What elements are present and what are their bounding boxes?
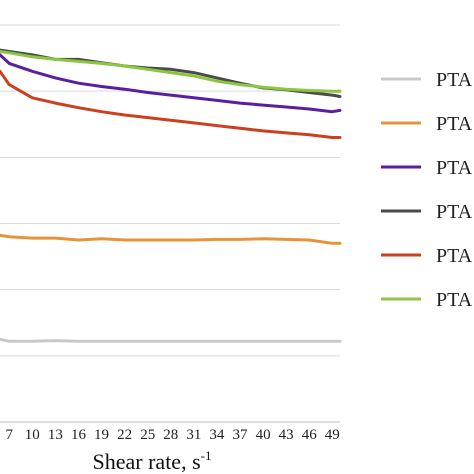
series-line-3 bbox=[0, 53, 342, 114]
series-line-5 bbox=[0, 69, 342, 139]
legend-label: PTA bbox=[436, 289, 473, 311]
legend: PTA PTA PTA PTA PTA PTA bbox=[381, 69, 473, 311]
legend-label: PTA bbox=[436, 157, 473, 179]
x-tick-label: 40 bbox=[256, 427, 271, 443]
series-line-1 bbox=[0, 337, 342, 343]
x-tick-label: 25 bbox=[140, 427, 155, 443]
x-tick-label: 16 bbox=[71, 427, 87, 443]
legend-label: PTA bbox=[436, 113, 473, 135]
x-axis-title: Shear rate, s-1 bbox=[93, 448, 212, 474]
x-tick-label: 49 bbox=[325, 427, 340, 443]
gridlines bbox=[0, 24, 340, 423]
x-tick-label: 22 bbox=[117, 427, 132, 443]
x-tick-label: 7 bbox=[5, 427, 13, 443]
x-tick-label: 31 bbox=[186, 427, 201, 443]
x-tick-label: 34 bbox=[209, 427, 225, 443]
x-tick-label: 43 bbox=[279, 427, 294, 443]
x-tick-label: 19 bbox=[94, 427, 109, 443]
series-lines bbox=[0, 48, 342, 343]
legend-label: PTA bbox=[436, 69, 473, 91]
x-tick-labels: 7 10 13 16 19 22 25 28 31 34 37 40 43 46 49 bbox=[5, 427, 339, 443]
x-tick-label: 37 bbox=[233, 427, 249, 443]
x-tick-label: 13 bbox=[48, 427, 63, 443]
legend-label: PTA bbox=[436, 201, 473, 223]
x-tick-label: 28 bbox=[163, 427, 178, 443]
x-tick-label: 46 bbox=[302, 427, 318, 443]
x-tick-label: 10 bbox=[25, 427, 40, 443]
series-line-6 bbox=[0, 50, 342, 93]
series-line-2 bbox=[0, 233, 342, 245]
legend-label: PTA bbox=[436, 245, 473, 267]
